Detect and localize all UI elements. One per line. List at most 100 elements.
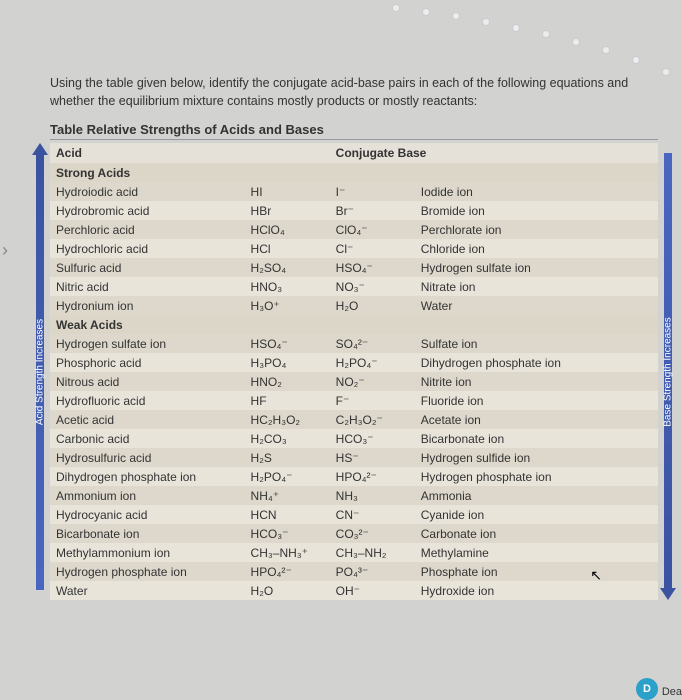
table-row: Hydrogen sulfate ionHSO₄⁻SO₄²⁻Sulfate io… (50, 334, 658, 353)
help-badge[interactable]: D (636, 678, 658, 700)
cell: Ammonium ion (50, 486, 245, 505)
cell: Iodide ion (415, 182, 658, 201)
table-row: Hydrobromic acidHBrBr⁻Bromide ion (50, 201, 658, 220)
table-row: Hydrosulfuric acidH₂SHS⁻Hydrogen sulfide… (50, 448, 658, 467)
cell: HPO₄²⁻ (245, 562, 330, 581)
cell: HCO₃⁻ (330, 429, 415, 448)
cell: Dihydrogen phosphate ion (415, 353, 658, 372)
cell: Nitrate ion (415, 277, 658, 296)
cell: SO₄²⁻ (330, 334, 415, 353)
cell: Hydrogen sulfate ion (50, 334, 245, 353)
cell: Hydroiodic acid (50, 182, 245, 201)
table-row: Nitrous acidHNO₂NO₂⁻Nitrite ion (50, 372, 658, 391)
page-content: Using the table given below, identify th… (50, 74, 658, 600)
base-arrow-label: Base Strength Increases (663, 317, 674, 427)
acid-strength-arrow: Acid Strength Increases (32, 143, 48, 600)
cell: Water (415, 296, 658, 315)
cell: CO₃²⁻ (330, 524, 415, 543)
cell: CH₃–NH₂ (330, 543, 415, 562)
cell: HBr (245, 201, 330, 220)
cell: HCl (245, 239, 330, 258)
cell: Acetate ion (415, 410, 658, 429)
cell: Methylamine (415, 543, 658, 562)
cell: Perchlorate ion (415, 220, 658, 239)
cell: H₂O (245, 581, 330, 600)
cell: Hydrobromic acid (50, 201, 245, 220)
cell: Cyanide ion (415, 505, 658, 524)
table-row: Acetic acidHC₂H₃O₂C₂H₃O₂⁻Acetate ion (50, 410, 658, 429)
cell: Hydrofluoric acid (50, 391, 245, 410)
cell: Water (50, 581, 245, 600)
cell: Hydrocyanic acid (50, 505, 245, 524)
table-row: Hydrochloric acidHClCl⁻Chloride ion (50, 239, 658, 258)
cell: Hydronium ion (50, 296, 245, 315)
cell: Carbonic acid (50, 429, 245, 448)
cell: F⁻ (330, 391, 415, 410)
cell: Hydrochloric acid (50, 239, 245, 258)
cell: Hydrosulfuric acid (50, 448, 245, 467)
cell: Phosphoric acid (50, 353, 245, 372)
cell: OH⁻ (330, 581, 415, 600)
table-row: Sulfuric acidH₂SO₄HSO₄⁻Hydrogen sulfate … (50, 258, 658, 277)
cell: Bicarbonate ion (415, 429, 658, 448)
cell: PO₄³⁻ (330, 562, 415, 581)
cell: H₂PO₄⁻ (245, 467, 330, 486)
cell: Hydrogen phosphate ion (50, 562, 245, 581)
cell: C₂H₃O₂⁻ (330, 410, 415, 429)
cell: HI (245, 182, 330, 201)
base-strength-arrow: Base Strength Increases (660, 143, 676, 600)
cell: NH₄⁺ (245, 486, 330, 505)
section-row: Weak Acids (50, 315, 658, 334)
table-row: Perchloric acidHClO₄ClO₄⁻Perchlorate ion (50, 220, 658, 239)
table-row: Phosphoric acidH₃PO₄H₂PO₄⁻Dihydrogen pho… (50, 353, 658, 372)
question-intro: Using the table given below, identify th… (50, 74, 658, 110)
cell: Nitric acid (50, 277, 245, 296)
cell: Methylammonium ion (50, 543, 245, 562)
cell: Cl⁻ (330, 239, 415, 258)
cell: HNO₃ (245, 277, 330, 296)
cell: Sulfate ion (415, 334, 658, 353)
cursor-icon: ↖ (590, 567, 602, 584)
cell: H₂SO₄ (245, 258, 330, 277)
table-row: Hydrofluoric acidHFF⁻Fluoride ion (50, 391, 658, 410)
cell: NO₃⁻ (330, 277, 415, 296)
cell: Ammonia (415, 486, 658, 505)
cell: Hydrogen sulfate ion (415, 258, 658, 277)
cell: H₃O⁺ (245, 296, 330, 315)
cell: HSO₄⁻ (330, 258, 415, 277)
cell: Nitrite ion (415, 372, 658, 391)
section-row: Strong Acids (50, 163, 658, 182)
table-row: Dihydrogen phosphate ionH₂PO₄⁻HPO₄²⁻Hydr… (50, 467, 658, 486)
cell: Hydroxide ion (415, 581, 658, 600)
cell: HC₂H₃O₂ (245, 410, 330, 429)
cell: H₃PO₄ (245, 353, 330, 372)
cell: HS⁻ (330, 448, 415, 467)
cell: Chloride ion (415, 239, 658, 258)
cell: HSO₄⁻ (245, 334, 330, 353)
table-row: Hydrogen phosphate ionHPO₄²⁻PO₄³⁻Phospha… (50, 562, 658, 581)
cell: Hydrogen sulfide ion (415, 448, 658, 467)
cell: Dihydrogen phosphate ion (50, 467, 245, 486)
table-row: Nitric acidHNO₃NO₃⁻Nitrate ion (50, 277, 658, 296)
table-row: Hydroiodic acidHII⁻Iodide ion (50, 182, 658, 201)
acid-arrow-label: Acid Strength Increases (35, 319, 46, 425)
table-row: WaterH₂OOH⁻Hydroxide ion (50, 581, 658, 600)
cell: Fluoride ion (415, 391, 658, 410)
acid-base-table: Acid Conjugate Base Strong AcidsHydroiod… (50, 143, 658, 600)
cell: Carbonate ion (415, 524, 658, 543)
cell: NO₂⁻ (330, 372, 415, 391)
table-wrapper: Acid Strength Increases Base Strength In… (50, 143, 658, 600)
cell: ClO₄⁻ (330, 220, 415, 239)
cell: HPO₄²⁻ (330, 467, 415, 486)
prev-icon[interactable]: › (2, 240, 8, 261)
cell: H₂O (330, 296, 415, 315)
cell: H₂S (245, 448, 330, 467)
cell: NH₃ (330, 486, 415, 505)
header-acid: Acid (50, 143, 330, 163)
cell: HF (245, 391, 330, 410)
cell: Br⁻ (330, 201, 415, 220)
cell: H₂PO₄⁻ (330, 353, 415, 372)
cell: I⁻ (330, 182, 415, 201)
table-row: Bicarbonate ionHCO₃⁻CO₃²⁻Carbonate ion (50, 524, 658, 543)
badge-text: Dea (662, 686, 682, 698)
